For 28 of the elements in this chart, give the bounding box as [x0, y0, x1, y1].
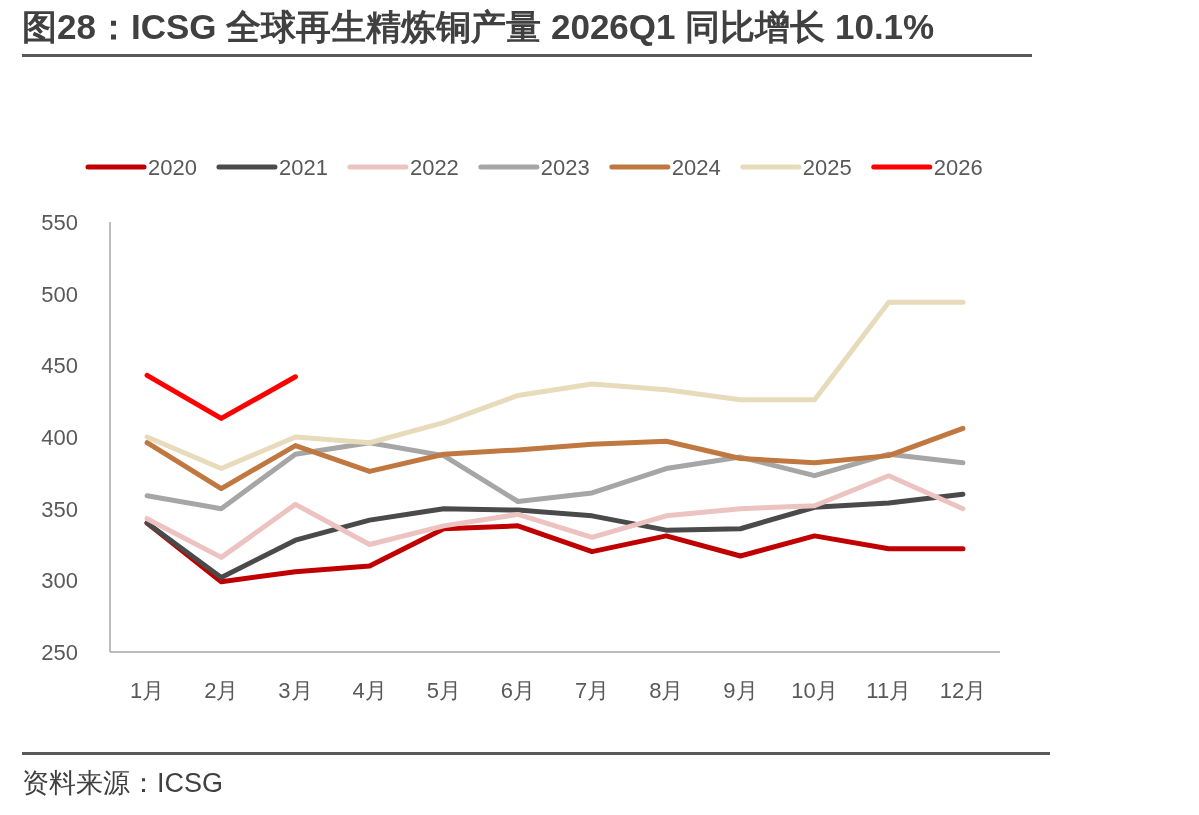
y-tick-label: 500 — [41, 281, 78, 307]
legend-label: 2025 — [802, 155, 852, 180]
x-tick-label: 3月 — [278, 678, 313, 703]
chart-title: 图28：ICSG 全球再生精炼铜产量 2026Q1 同比增长 10.1% — [22, 4, 1032, 57]
legend-label: 2024 — [671, 155, 721, 180]
x-tick-label: 5月 — [426, 678, 461, 703]
legend-label: 2022 — [409, 155, 459, 180]
y-tick-label: 300 — [41, 568, 78, 594]
x-tick-label: 4月 — [352, 678, 387, 703]
y-tick-label: 550 — [41, 210, 78, 235]
x-tick-label: 1月 — [129, 678, 165, 703]
x-tick-label: 7月 — [574, 678, 610, 703]
text: 资料来源：ICSG — [22, 752, 1050, 801]
legend-label: 2026 — [933, 155, 983, 180]
y-tick-label: 350 — [41, 496, 78, 522]
legend-label: 2021 — [278, 155, 328, 180]
x-tick-label: 8月 — [649, 678, 684, 703]
x-tick-label: 2月 — [204, 678, 239, 703]
y-tick-label: 450 — [41, 353, 78, 379]
y-tick-label: 250 — [41, 640, 78, 665]
x-tick-label: 11月 — [866, 678, 912, 703]
x-tick-label: 10月 — [791, 678, 838, 703]
x-tick-label: 6月 — [500, 678, 536, 703]
y-tick-label: 400 — [41, 425, 78, 450]
legend-label: 2020 — [148, 155, 197, 180]
x-tick-label: 9月 — [723, 678, 758, 703]
x-tick-label: 12月 — [939, 678, 987, 703]
legend-label: 2023 — [540, 155, 590, 180]
